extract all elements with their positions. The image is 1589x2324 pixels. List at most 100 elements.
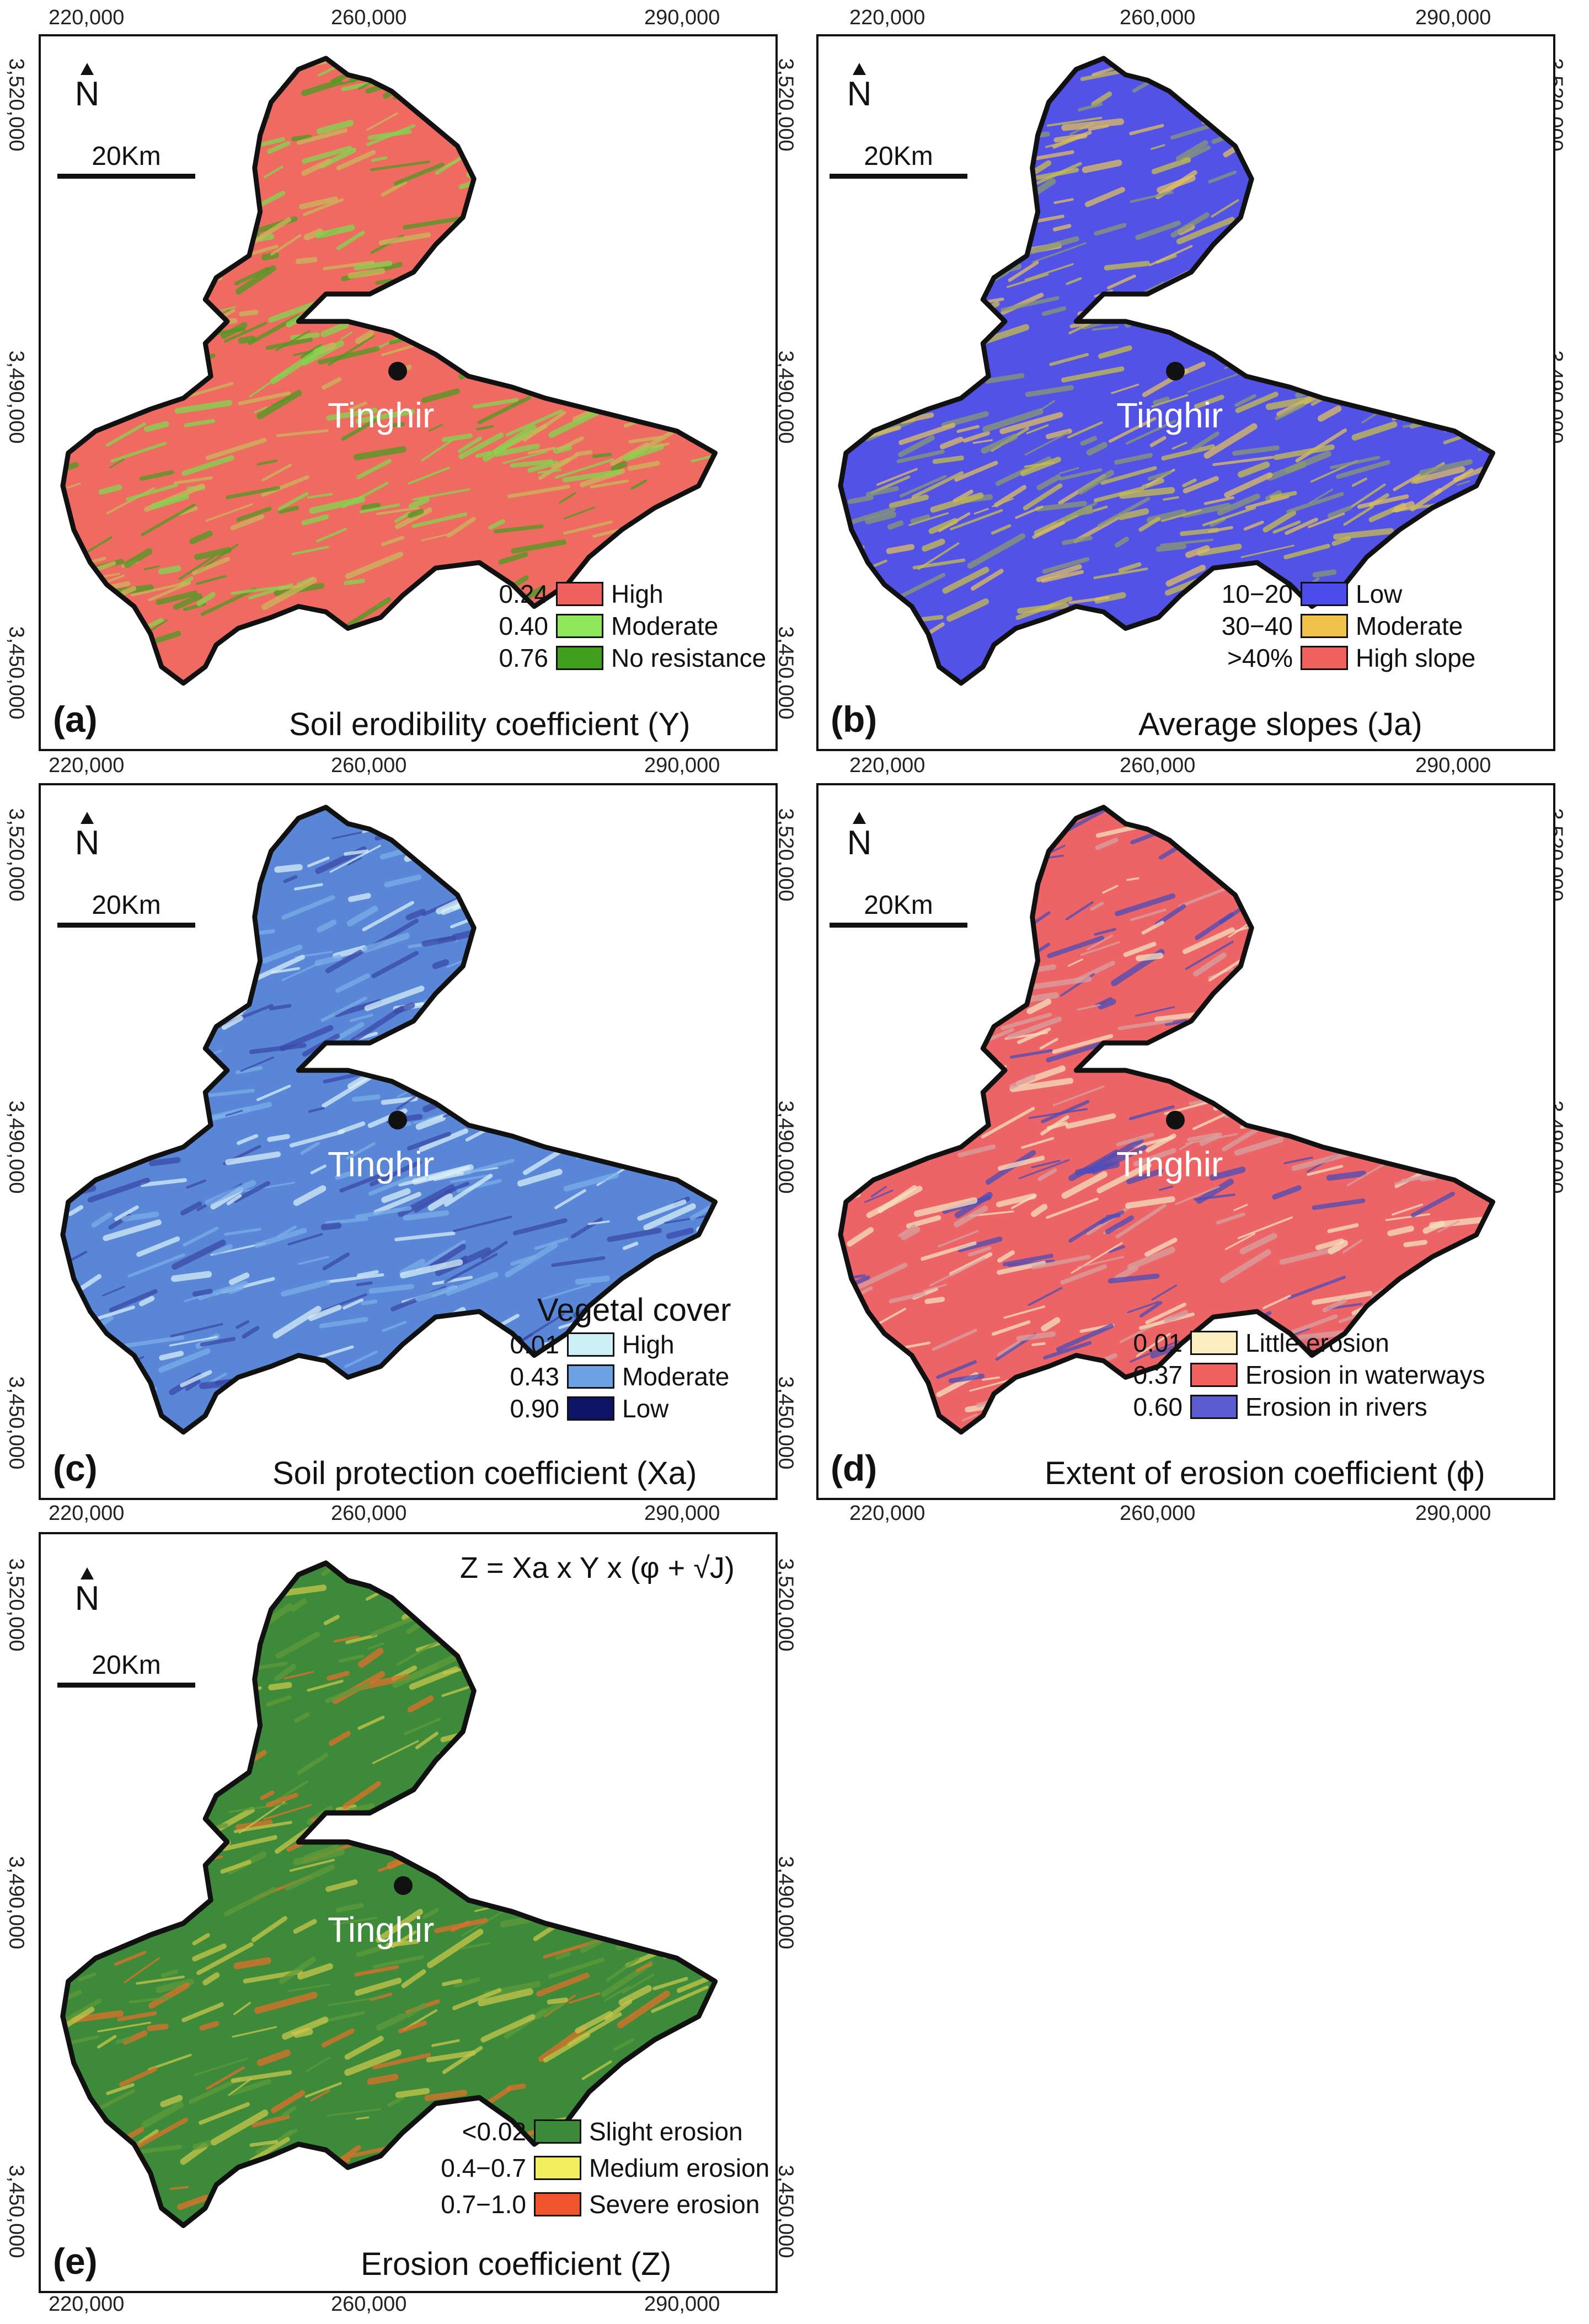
legend-item: >40% High slope xyxy=(1216,642,1475,674)
legend-swatch xyxy=(1301,614,1348,638)
north-arrow: N xyxy=(843,63,876,111)
x-tick-d-top-2: 260,000 xyxy=(1120,754,1196,777)
legend-label: Little erosion xyxy=(1245,1329,1389,1357)
legend-item: 0.4−0.7 Medium erosion xyxy=(416,2150,769,2186)
x-tick-e-bottom-3: 290,000 xyxy=(644,2293,720,2316)
basin-fill xyxy=(62,1563,715,2226)
y-tick-a-1: 3,520,000 xyxy=(4,58,28,152)
scale-bar-line xyxy=(57,1683,195,1688)
panel-letter: (e) xyxy=(53,2241,98,2282)
legend-value: 0.01 xyxy=(510,1330,559,1359)
legend: 10−20 Low 30−40 Moderate >40% High slope xyxy=(1216,578,1476,674)
scale-bar-line xyxy=(57,923,195,928)
panel-letter: (c) xyxy=(53,1448,98,1488)
x-tick-b-top-2: 260,000 xyxy=(1120,6,1196,29)
y-tick-a-2: 3,490,000 xyxy=(4,350,28,444)
x-tick-d-top-3: 290,000 xyxy=(1415,754,1491,777)
city-label: Tinghir xyxy=(328,1144,435,1184)
scale-label: 20Km xyxy=(92,1651,161,1680)
y-tick-e-right-2: 3,490,000 xyxy=(774,1856,798,1950)
legend-label: Medium erosion xyxy=(589,2154,770,2182)
x-tick-e-top-2: 260,000 xyxy=(331,1502,407,1525)
scale-bar: 20Km xyxy=(830,141,967,179)
legend-value: 0.01 xyxy=(1133,1329,1183,1357)
panel-caption: Extent of erosion coefficient (ϕ) xyxy=(1045,1455,1485,1491)
north-arrow: N xyxy=(843,812,876,860)
y-tick-b-left-3: 3,450,000 xyxy=(774,626,798,720)
y-tick-d-left-2: 3,490,000 xyxy=(774,1100,798,1194)
legend-value: 0.43 xyxy=(510,1362,559,1391)
legend-item: 10−20 Low xyxy=(1216,578,1475,610)
north-arrow-icon xyxy=(81,63,94,75)
north-label: N xyxy=(847,75,872,113)
panel-caption: Soil protection coefficient (Xa) xyxy=(272,1455,697,1491)
legend-swatch xyxy=(1190,1331,1238,1355)
legend-label: Moderate xyxy=(1356,612,1463,640)
legend-item: 0.7−1.0 Severe erosion xyxy=(416,2186,769,2223)
legend-swatch xyxy=(534,2192,581,2216)
panel-caption: Average slopes (Ja) xyxy=(1138,706,1422,742)
legend-swatch xyxy=(556,614,603,638)
city-marker xyxy=(388,362,407,381)
basin-boundary xyxy=(60,805,718,1435)
legend: <0.02 Slight erosion 0.4−0.7 Medium erosio… xyxy=(416,2113,769,2223)
y-tick-c-2: 3,490,000 xyxy=(4,1100,28,1194)
basin-boundary xyxy=(60,1560,718,2229)
city-marker xyxy=(388,1111,407,1129)
legend-swatch xyxy=(1190,1363,1238,1387)
legend-swatch xyxy=(534,2156,581,2180)
panel-a: N 20Km Tinghir 0.24 High 0.40 Moderate 0.7… xyxy=(39,34,778,751)
y-tick-c-3: 3,450,000 xyxy=(4,1376,28,1470)
city-label: Tinghir xyxy=(1116,1144,1223,1184)
legend-value: 0.40 xyxy=(499,612,548,640)
legend-label: Low xyxy=(622,1394,669,1423)
legend-label: No resistance xyxy=(611,644,767,672)
city-label: Tinghir xyxy=(1116,395,1223,435)
legend-label: Moderate xyxy=(622,1362,730,1391)
legend-item: 30−40 Moderate xyxy=(1216,610,1475,642)
x-tick-b-top-3: 290,000 xyxy=(1415,6,1491,29)
legend-value: 0.24 xyxy=(499,580,548,608)
x-tick-b-top-1: 220,000 xyxy=(849,6,925,29)
panel-letter: (b) xyxy=(831,699,878,740)
legend-item: <0.02 Slight erosion xyxy=(416,2113,769,2150)
north-arrow: N xyxy=(71,63,104,111)
legend-item: 0.24 High xyxy=(471,578,766,610)
legend-swatch xyxy=(1301,582,1348,606)
north-arrow-icon xyxy=(81,1567,94,1579)
x-tick-d-bottom-2: 260,000 xyxy=(1120,1502,1196,1525)
scale-bar-line xyxy=(830,923,967,928)
legend-swatch xyxy=(567,1332,614,1357)
y-tick-e-right-1: 3,520,000 xyxy=(774,1558,798,1652)
legend-swatch xyxy=(534,2119,581,2144)
legend-label: High xyxy=(622,1330,675,1359)
legend-value: 0.90 xyxy=(510,1394,559,1423)
panel-letter: (d) xyxy=(831,1448,878,1488)
scale-bar: 20Km xyxy=(57,141,195,179)
scale-bar-line xyxy=(830,174,967,179)
scale-bar: 20Km xyxy=(57,890,195,928)
y-tick-e-right-3: 3,450,000 xyxy=(774,2165,798,2258)
panel-caption: Erosion coefficient (Z) xyxy=(361,2246,672,2282)
y-tick-d-left-1: 3,520,000 xyxy=(774,808,798,902)
north-label: N xyxy=(847,824,872,862)
y-tick-b-left-1: 3,520,000 xyxy=(774,58,798,152)
legend-label: Slight erosion xyxy=(589,2117,743,2146)
legend-swatch xyxy=(567,1364,614,1389)
legend-value: 0.37 xyxy=(1133,1361,1183,1389)
legend-item: 0.90 Low xyxy=(482,1393,731,1425)
north-arrow: N xyxy=(71,1567,104,1616)
x-tick-c-top-2: 260,000 xyxy=(331,754,407,777)
x-tick-d-top-1: 220,000 xyxy=(849,754,925,777)
legend-title: Vegetal cover xyxy=(537,1292,731,1328)
scale-label: 20Km xyxy=(864,891,933,920)
x-tick-a-top-2: 260,000 xyxy=(331,6,407,29)
panel-b: N 20Km Tinghir 10−20 Low 30−40 Moderate >4… xyxy=(816,34,1555,751)
x-tick-a-top-1: 220,000 xyxy=(49,6,125,29)
north-arrow-icon xyxy=(81,812,94,824)
panel-caption: Soil erodibility coefficient (Y) xyxy=(289,706,691,742)
x-tick-e-top-1: 220,000 xyxy=(49,1502,125,1525)
scale-bar: 20Km xyxy=(57,1650,195,1688)
legend-item: 0.40 Moderate xyxy=(471,610,766,642)
legend-label: High xyxy=(611,580,664,608)
